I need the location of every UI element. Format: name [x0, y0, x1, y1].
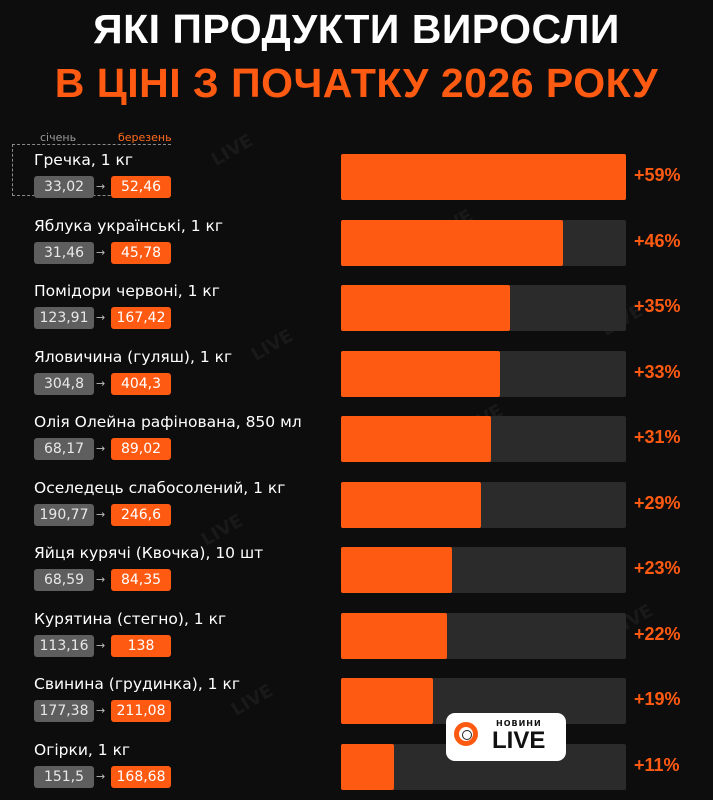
bar	[341, 678, 433, 724]
bar-label: +31%	[634, 427, 681, 447]
jan-price: 31,46	[34, 241, 94, 264]
arrow-icon: →	[96, 376, 106, 390]
bar-track	[341, 350, 626, 397]
chart-row: Оселедець слабосолений, 1 кг 190,77 → 246,6…	[0, 478, 713, 538]
mar-price: 167,42	[111, 307, 171, 329]
bar-track	[341, 547, 626, 593]
bar-label: +46%	[634, 230, 681, 251]
product-name: Яловичина (гуляш), 1 кг	[34, 347, 233, 366]
brand-logo: НОВИНИ LIVE	[446, 713, 566, 761]
arrow-icon: →	[96, 704, 106, 717]
bar-track	[341, 285, 626, 331]
mar-price: 52,46	[111, 176, 171, 198]
bar-track	[341, 612, 626, 659]
jan-price: 190,77	[34, 503, 94, 526]
page-subtitle: в ціні з початку 2026 року	[54, 60, 659, 106]
jan-price: 151,5	[34, 765, 94, 788]
mar-price: 404,3	[111, 372, 171, 395]
chart-row: Свинина (грудинка), 1 кг 177,38 → 211,08 +19…	[0, 674, 713, 734]
bar	[341, 285, 511, 331]
bar-label: +11%	[634, 754, 680, 775]
page-title: Які продукти виросли	[93, 6, 620, 52]
bar-label: +35%	[634, 296, 681, 316]
bar	[341, 743, 395, 790]
mar-price: 168,68	[111, 765, 171, 788]
arrow-icon: →	[96, 180, 106, 193]
jan-price: 177,38	[34, 700, 94, 722]
product-name: Курятина (стегно), 1 кг	[34, 609, 227, 628]
bar-track	[341, 481, 626, 528]
bar	[341, 154, 626, 200]
logo-small-text: НОВИНИ	[496, 719, 542, 728]
product-name: Огірки, 1 кг	[34, 740, 131, 759]
logo-big-text: LIVE	[492, 727, 546, 754]
bar-track	[341, 743, 626, 790]
bar	[341, 612, 448, 659]
bar	[341, 350, 501, 397]
legend-mar-label: березень	[118, 131, 172, 144]
product-name: Гречка, 1 кг	[34, 151, 133, 169]
mar-price: 84,35	[111, 569, 171, 591]
product-name: Яблука українські, 1 кг	[34, 216, 223, 235]
jan-price: 304,8	[34, 372, 94, 395]
mar-price: 89,02	[111, 438, 171, 460]
chart-row: Гречка, 1 кг 33,02 → 52,46 +59%	[0, 150, 713, 210]
arrow-icon: →	[96, 442, 106, 455]
bar-label: +59%	[634, 165, 681, 185]
arrow-icon: →	[96, 245, 106, 259]
arrow-icon: →	[96, 769, 106, 783]
jan-price: 113,16	[34, 634, 94, 657]
jan-price: 33,02	[34, 176, 94, 198]
bar	[341, 547, 453, 593]
chart-row: Яйця курячі (Квочка), 10 шт 68,59 → 84,35 +2…	[0, 543, 713, 603]
chart-row: Олія Олейна рафінована, 850 мл 68,17 → 89,0…	[0, 412, 713, 472]
mar-price: 138	[111, 634, 171, 657]
product-name: Помідори червоні, 1 кг	[34, 282, 220, 300]
bar-label: +23%	[634, 558, 681, 578]
mar-price: 45,78	[111, 241, 171, 264]
chart-row: Яловичина (гуляш), 1 кг 304,8 → 404,3 +33%	[0, 347, 713, 407]
bar	[341, 481, 482, 528]
bar-label: +19%	[634, 689, 681, 709]
arrow-icon: →	[96, 638, 106, 652]
product-name: Оселедець слабосолений, 1 кг	[34, 478, 286, 497]
product-name: Свинина (грудинка), 1 кг	[34, 675, 240, 693]
arrow-icon: →	[96, 507, 106, 521]
legend-jan-label: січень	[40, 131, 77, 144]
bar-track	[341, 219, 626, 266]
logo-ring-icon	[454, 722, 478, 746]
bar-label: +22%	[634, 623, 681, 644]
bar-track	[341, 416, 626, 462]
arrow-icon: →	[96, 311, 106, 324]
mar-price: 211,08	[111, 700, 171, 722]
chart-row: Яблука українські, 1 кг 31,46 → 45,78 +46%	[0, 216, 713, 276]
chart-row: Курятина (стегно), 1 кг 113,16 → 138 +22%	[0, 609, 713, 669]
bar	[341, 416, 491, 462]
bar-track	[341, 154, 626, 200]
mar-price: 246,6	[111, 503, 171, 526]
bar-label: +33%	[634, 361, 681, 382]
arrow-icon: →	[96, 573, 106, 586]
product-name: Яйця курячі (Квочка), 10 шт	[34, 544, 264, 562]
chart-row: Помідори червоні, 1 кг 123,91 → 167,42 +35%	[0, 281, 713, 341]
chart-row: Огірки, 1 кг 151,5 → 168,68 +11%	[0, 740, 713, 800]
jan-price: 68,17	[34, 438, 94, 460]
product-name: Олія Олейна рафінована, 850 мл	[34, 413, 302, 431]
bar	[341, 219, 564, 266]
bar-label: +29%	[634, 492, 681, 513]
jan-price: 123,91	[34, 307, 94, 329]
jan-price: 68,59	[34, 569, 94, 591]
